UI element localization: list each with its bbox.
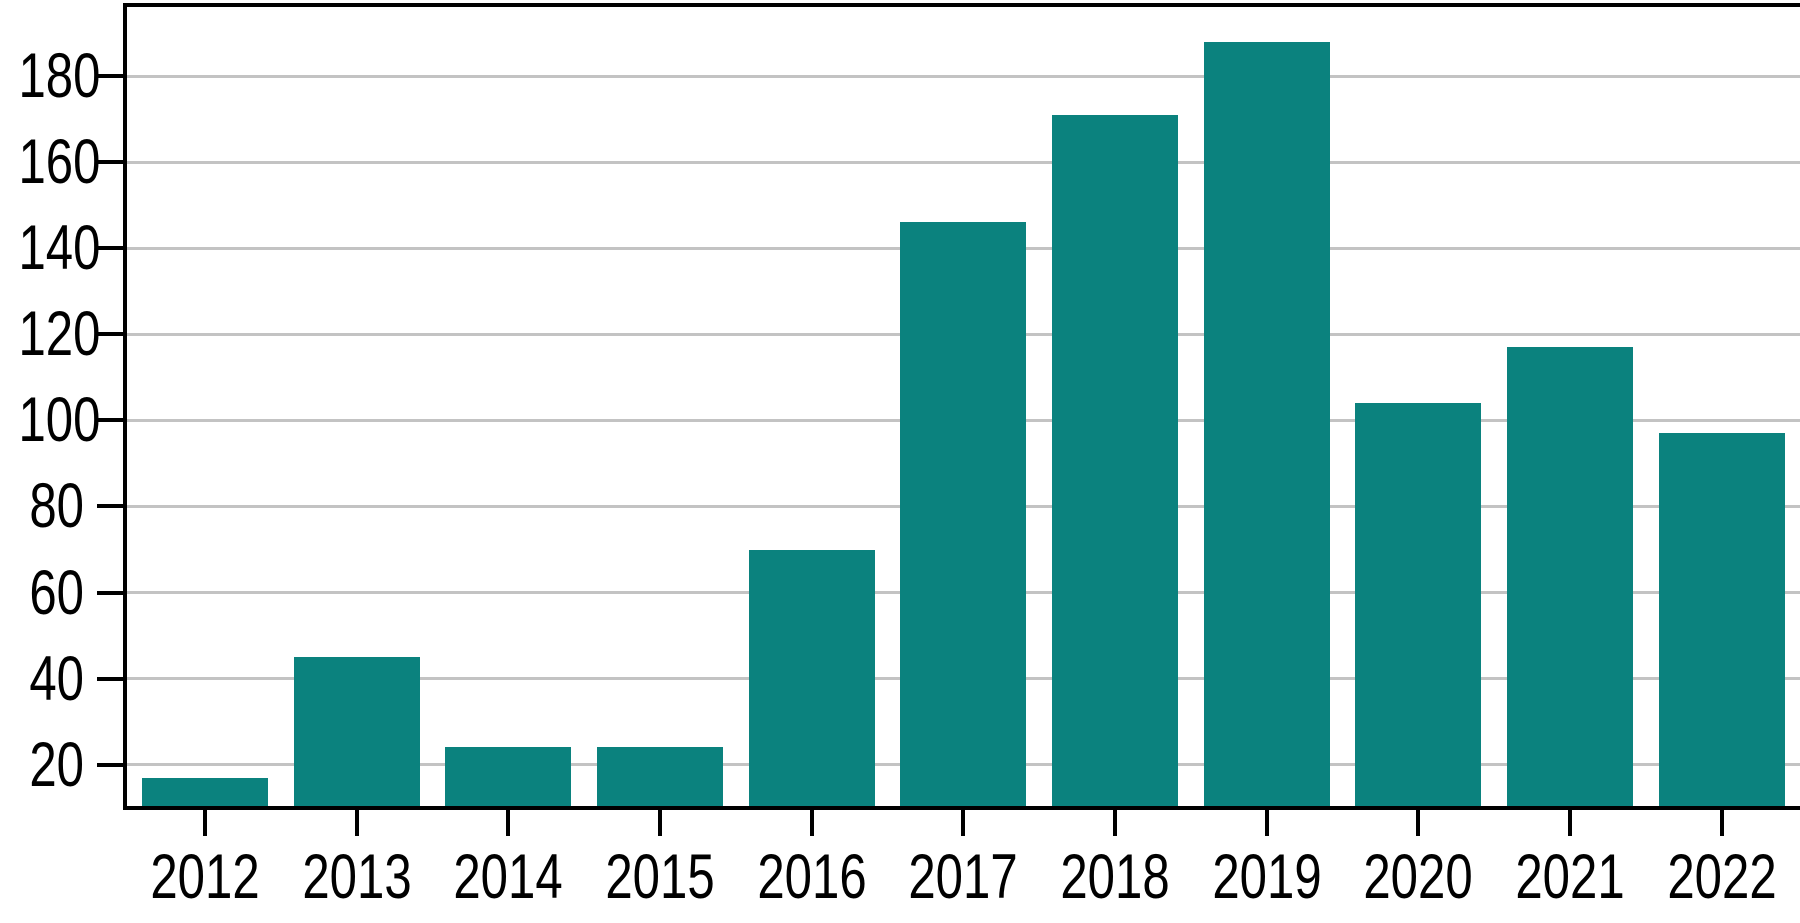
- y-tick-label: 80: [29, 471, 84, 541]
- x-axis-line: [123, 806, 1800, 810]
- y-tick: [97, 677, 123, 681]
- bar: [900, 222, 1026, 806]
- y-tick-label: 20: [29, 730, 84, 800]
- y-tick: [97, 160, 123, 164]
- x-tick-label: 2013: [302, 842, 412, 912]
- x-tick: [203, 810, 207, 836]
- x-tick: [810, 810, 814, 836]
- y-tick: [97, 332, 123, 336]
- bar: [1507, 347, 1633, 806]
- y-tick: [97, 763, 123, 767]
- x-tick: [1720, 810, 1724, 836]
- y-tick-label: 140: [18, 213, 101, 283]
- x-tick-label: 2012: [150, 842, 260, 912]
- bar: [1204, 42, 1330, 806]
- x-tick-label: 2018: [1060, 842, 1170, 912]
- bar: [749, 550, 875, 806]
- y-tick: [97, 418, 123, 422]
- x-tick-label: 2020: [1363, 842, 1473, 912]
- x-tick-label: 2015: [605, 842, 715, 912]
- x-tick-label: 2017: [908, 842, 1018, 912]
- top-spine: [123, 3, 1800, 7]
- y-tick-label: 120: [18, 299, 101, 369]
- x-tick-label: 2021: [1515, 842, 1625, 912]
- x-tick: [1568, 810, 1572, 836]
- x-tick: [355, 810, 359, 836]
- bar: [142, 778, 268, 806]
- y-tick: [97, 246, 123, 250]
- y-tick-label: 60: [29, 558, 84, 628]
- x-tick: [1265, 810, 1269, 836]
- y-tick: [97, 591, 123, 595]
- y-tick-label: 180: [18, 41, 101, 111]
- y-tick-label: 40: [29, 644, 84, 714]
- y-tick-label: 160: [18, 127, 101, 197]
- x-tick: [506, 810, 510, 836]
- bar: [294, 657, 420, 806]
- x-tick-label: 2022: [1667, 842, 1777, 912]
- bar: [1659, 433, 1785, 806]
- gridline: [127, 161, 1800, 164]
- x-tick: [658, 810, 662, 836]
- bar: [1355, 403, 1481, 806]
- y-tick: [97, 74, 123, 78]
- y-tick: [97, 504, 123, 508]
- x-tick-label: 2014: [453, 842, 563, 912]
- x-tick-label: 2016: [757, 842, 867, 912]
- bar: [1052, 115, 1178, 806]
- x-tick: [1113, 810, 1117, 836]
- bar: [597, 747, 723, 806]
- left-spine: [123, 3, 127, 810]
- x-tick: [1416, 810, 1420, 836]
- x-tick-label: 2019: [1212, 842, 1322, 912]
- x-tick: [961, 810, 965, 836]
- bar: [445, 747, 571, 806]
- y-tick-label: 100: [18, 385, 101, 455]
- gridline: [127, 75, 1800, 78]
